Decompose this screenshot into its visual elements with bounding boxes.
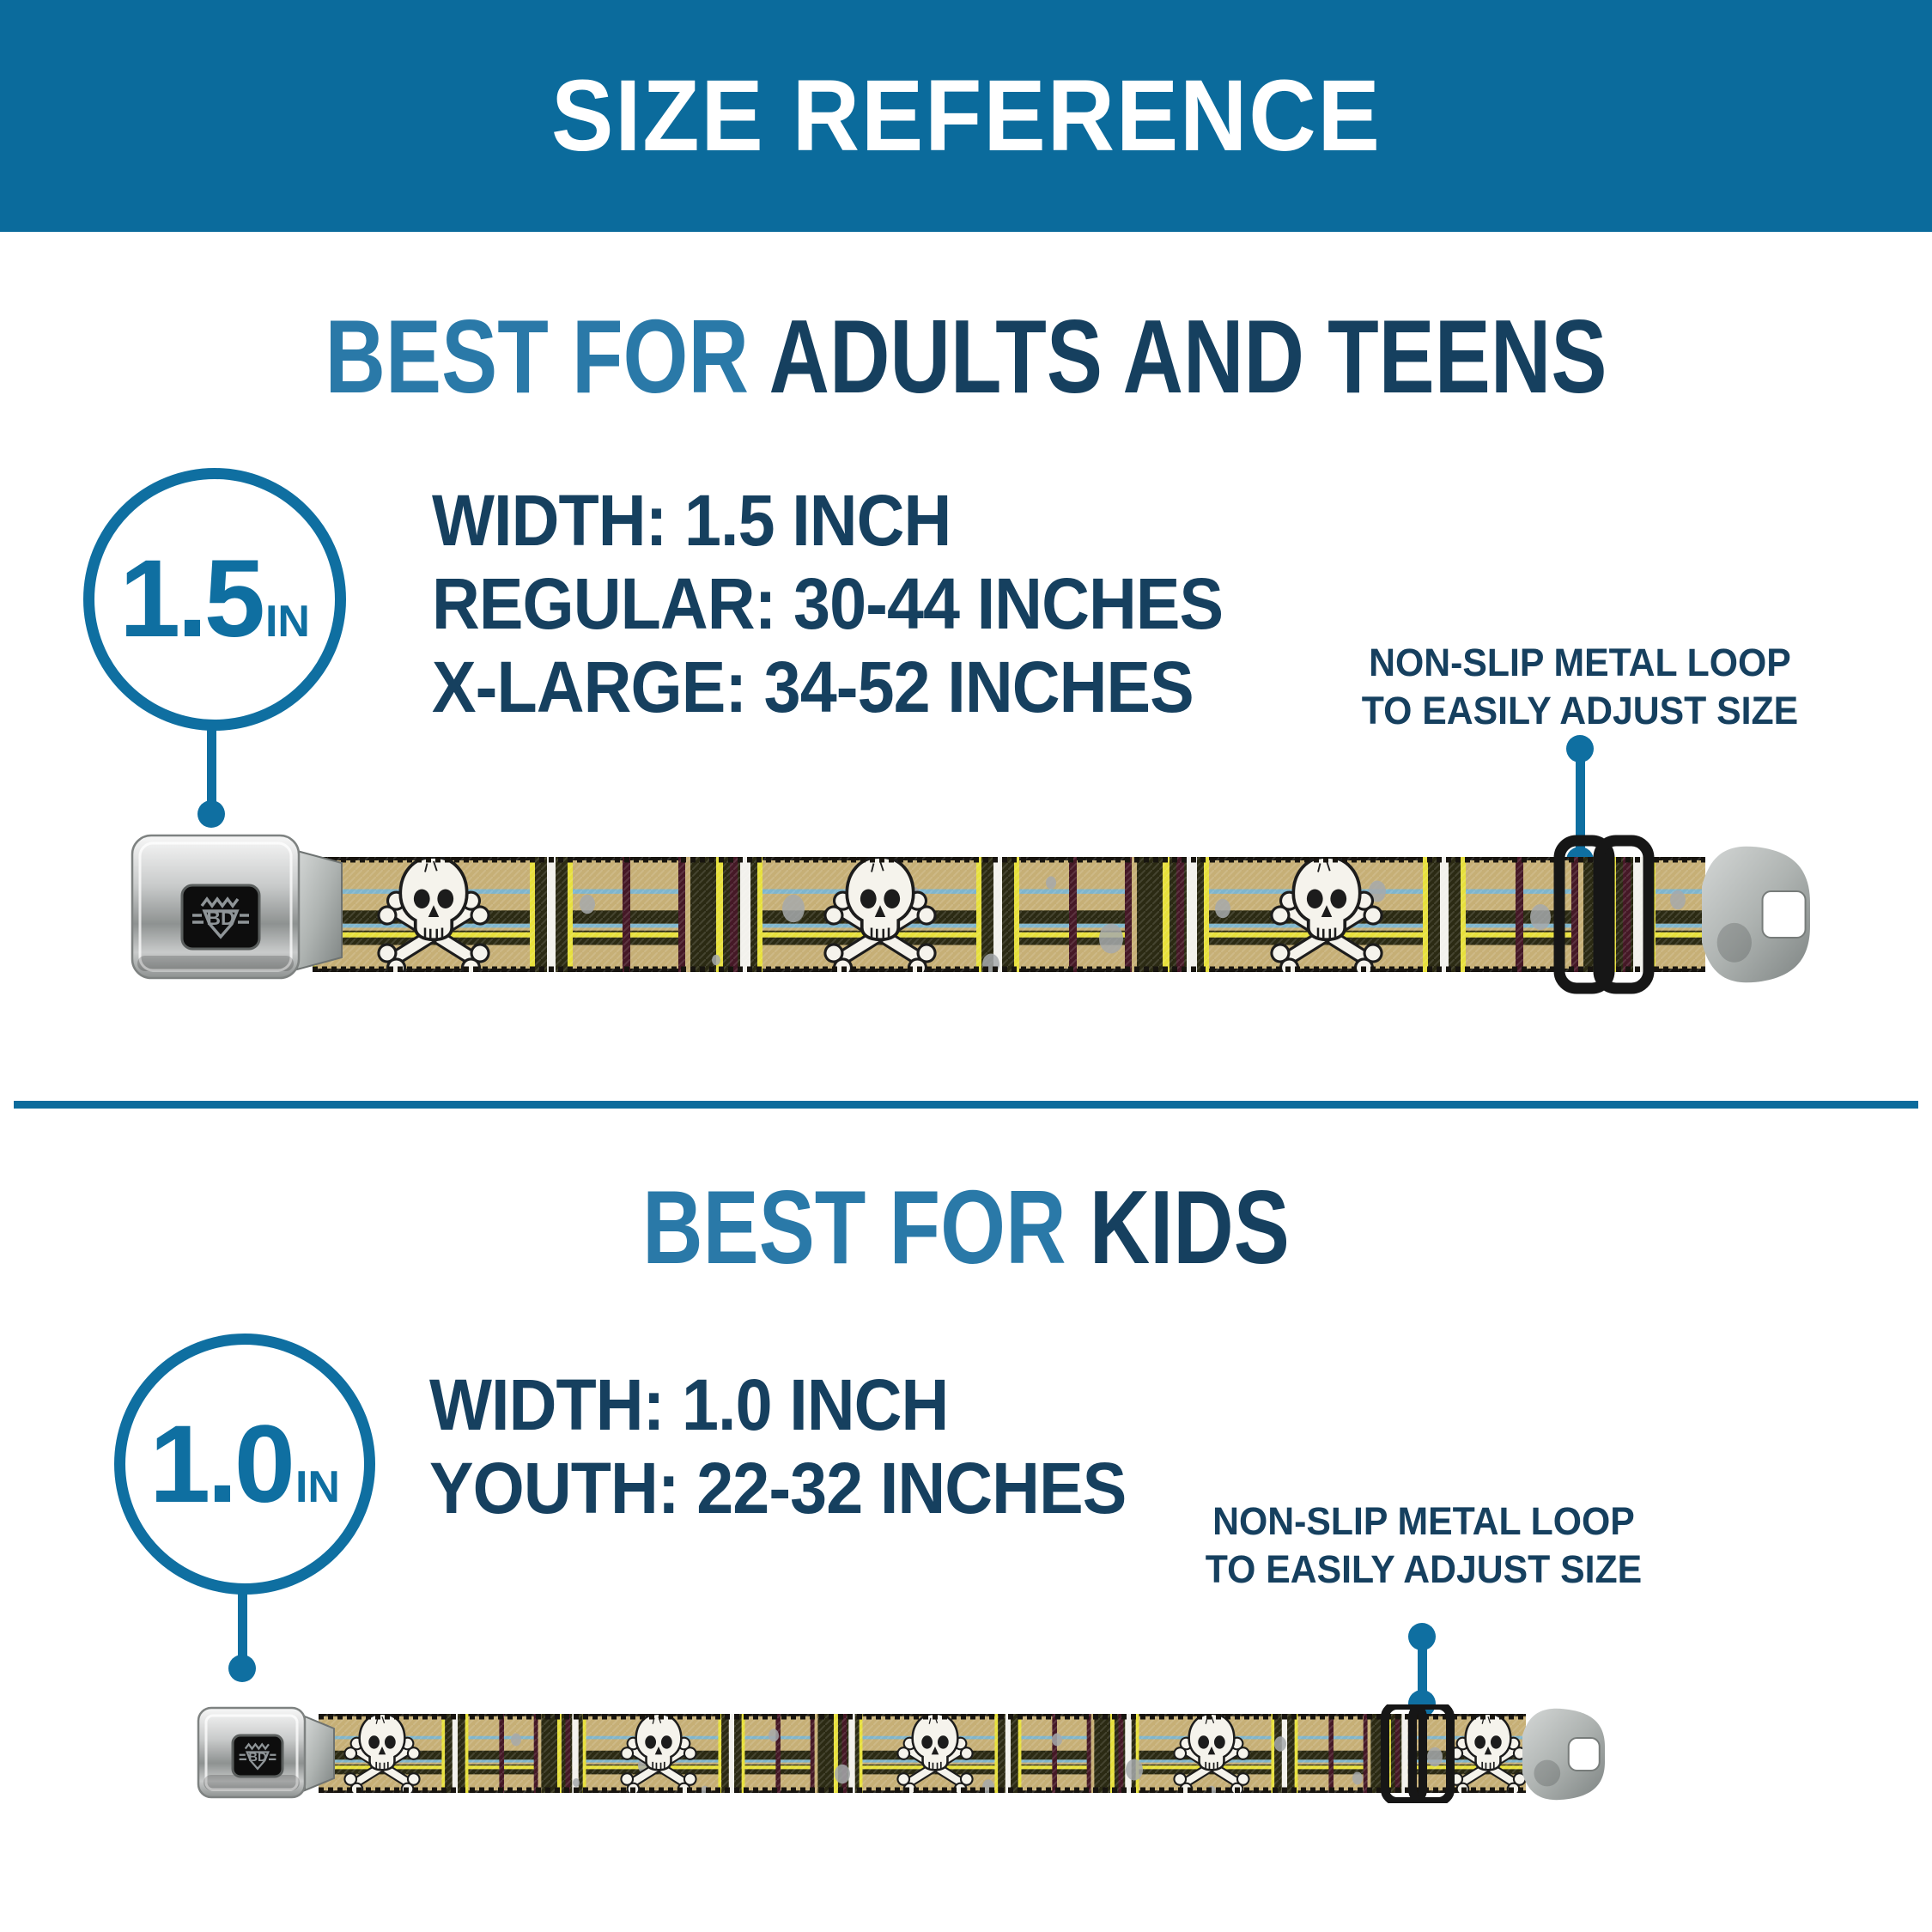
- adults-callout-pointer-line: [1576, 759, 1585, 850]
- non-slip-metal-loop: [1381, 1704, 1455, 1803]
- adults-specs: WIDTH: 1.5 INCH REGULAR: 30-44 INCHES X-…: [432, 479, 1224, 729]
- kids-belt-image: BD: [197, 1704, 1605, 1803]
- belt-strap: [319, 1714, 1526, 1793]
- adults-badge-unit: IN: [264, 597, 310, 647]
- kids-callout: NON-SLIP METAL LOOP TO EASILY ADJUST SIZ…: [1206, 1498, 1642, 1594]
- adult-belt-image: BD: [131, 834, 1810, 994]
- kids-width-badge: 1.0 IN: [114, 1334, 375, 1595]
- adults-badge-pointer-line: [207, 728, 216, 807]
- page-title: SIZE REFERENCE: [550, 59, 1382, 173]
- latch-plate: [1522, 1708, 1605, 1801]
- kids-callout-line1: NON-SLIP METAL LOOP: [1212, 1499, 1635, 1543]
- adults-spec-width: WIDTH: 1.5 INCH: [432, 480, 951, 561]
- kids-badge-pointer-line: [238, 1591, 247, 1662]
- adults-heading-rest: ADULTS AND TEENS: [769, 298, 1607, 415]
- kids-spec-width: WIDTH: 1.0 INCH: [429, 1364, 949, 1445]
- seatbelt-buckle: BD: [197, 1706, 307, 1799]
- kids-heading-rest: KIDS: [1089, 1169, 1290, 1285]
- kids-heading: BEST FOR KIDS: [193, 1175, 1739, 1279]
- adults-callout: NON-SLIP METAL LOOP TO EASILY ADJUST SIZ…: [1362, 639, 1798, 735]
- adults-spec-xlarge: X-LARGE: 34-52 INCHES: [432, 647, 1194, 727]
- kids-badge-value: 1.0: [149, 1403, 295, 1526]
- adults-spec-regular: REGULAR: 30-44 INCHES: [432, 563, 1224, 644]
- adults-callout-line1: NON-SLIP METAL LOOP: [1369, 641, 1791, 684]
- adults-badge-value: 1.5: [119, 538, 265, 660]
- adults-heading: BEST FOR ADULTS AND TEENS: [193, 304, 1739, 409]
- buckle-clamp: [304, 1715, 335, 1792]
- kids-badge-pointer-dot: [228, 1655, 256, 1682]
- buckle-bd-logo: BD: [192, 896, 249, 939]
- belt-strap: [313, 857, 1705, 972]
- svg-text:BD: BD: [206, 907, 234, 929]
- adults-heading-prefix: BEST FOR: [325, 298, 749, 415]
- kids-heading-prefix: BEST FOR: [642, 1169, 1066, 1285]
- buckle-clamp: [296, 849, 343, 971]
- adults-width-badge: 1.5 IN: [83, 468, 346, 731]
- adults-badge-pointer-dot: [197, 800, 225, 828]
- section-divider: [14, 1101, 1918, 1109]
- seatbelt-buckle: BD: [131, 834, 301, 980]
- svg-text:BD: BD: [248, 1751, 267, 1765]
- header-band: SIZE REFERENCE: [0, 0, 1932, 232]
- kids-spec-youth: YOUTH: 22-32 INCHES: [429, 1448, 1127, 1528]
- kids-badge-unit: IN: [295, 1462, 340, 1512]
- kids-specs: WIDTH: 1.0 INCH YOUTH: 22-32 INCHES: [429, 1364, 1127, 1530]
- kids-callout-pointer-line: [1418, 1645, 1427, 1700]
- buckle-bd-logo: BD: [239, 1742, 276, 1771]
- non-slip-metal-loop: [1553, 835, 1655, 994]
- adults-callout-dot-top: [1566, 735, 1594, 762]
- adults-callout-line2: TO EASILY ADJUST SIZE: [1361, 689, 1799, 732]
- kids-callout-line2: TO EASILY ADJUST SIZE: [1205, 1547, 1643, 1591]
- latch-plate: [1702, 846, 1810, 983]
